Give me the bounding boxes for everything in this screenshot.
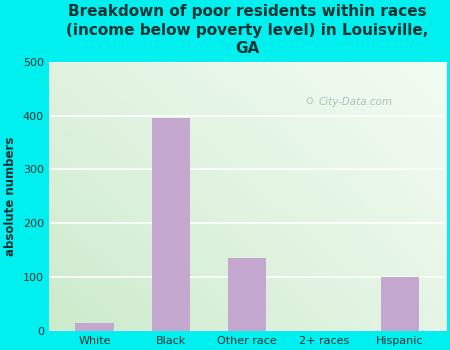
- Bar: [76, 323, 113, 331]
- Bar: [228, 258, 266, 331]
- Text: o: o: [305, 94, 312, 107]
- Bar: [381, 277, 419, 331]
- Title: Breakdown of poor residents within races
(income below poverty level) in Louisvi: Breakdown of poor residents within races…: [66, 4, 428, 56]
- Bar: [152, 118, 190, 331]
- Text: City-Data.com: City-Data.com: [319, 97, 393, 107]
- Y-axis label: absolute numbers: absolute numbers: [4, 136, 17, 256]
